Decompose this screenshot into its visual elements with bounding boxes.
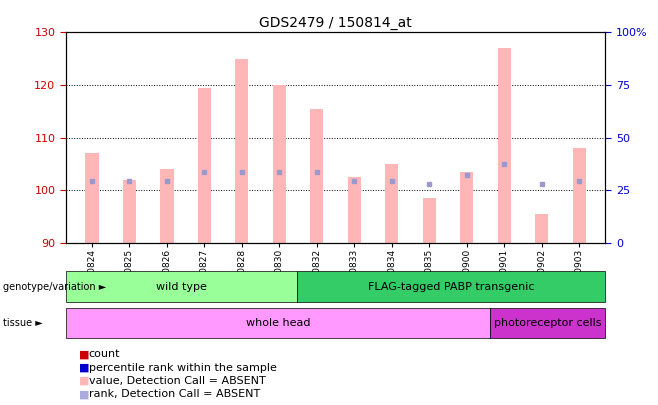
Text: FLAG-tagged PABP transgenic: FLAG-tagged PABP transgenic <box>368 281 534 292</box>
Text: wild type: wild type <box>156 281 207 292</box>
Bar <box>86 153 99 243</box>
Text: rank, Detection Call = ABSENT: rank, Detection Call = ABSENT <box>89 390 260 399</box>
Bar <box>161 169 174 243</box>
Bar <box>572 148 586 243</box>
Text: ■: ■ <box>79 350 89 359</box>
Text: ■: ■ <box>79 363 89 373</box>
Bar <box>497 48 511 243</box>
Text: ■: ■ <box>79 390 89 399</box>
Bar <box>236 59 249 243</box>
Text: ■: ■ <box>79 376 89 386</box>
Text: tissue ►: tissue ► <box>3 318 43 328</box>
Text: genotype/variation ►: genotype/variation ► <box>3 281 107 292</box>
Bar <box>535 214 548 243</box>
Bar <box>123 180 136 243</box>
Text: whole head: whole head <box>245 318 310 328</box>
Title: GDS2479 / 150814_at: GDS2479 / 150814_at <box>259 16 412 30</box>
Text: percentile rank within the sample: percentile rank within the sample <box>89 363 277 373</box>
Bar <box>198 87 211 243</box>
Bar <box>385 164 398 243</box>
Text: photoreceptor cells: photoreceptor cells <box>494 318 601 328</box>
Bar <box>460 172 473 243</box>
Text: count: count <box>89 350 120 359</box>
Bar <box>273 85 286 243</box>
Bar <box>311 109 323 243</box>
Bar <box>422 198 436 243</box>
Bar <box>348 177 361 243</box>
Text: value, Detection Call = ABSENT: value, Detection Call = ABSENT <box>89 376 266 386</box>
